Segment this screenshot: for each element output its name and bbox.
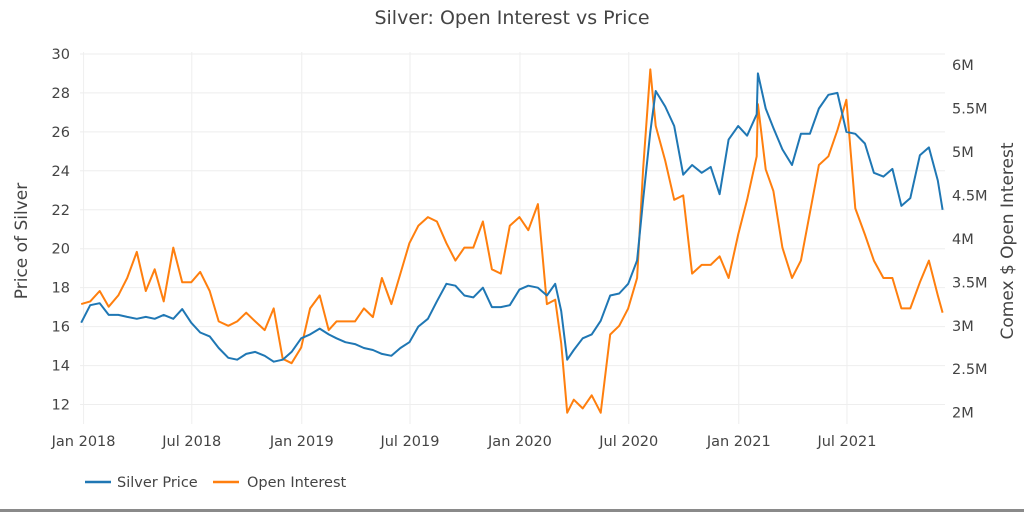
y2-tick-label: 6M (952, 58, 974, 74)
legend[interactable]: Silver Price Open Interest (85, 475, 347, 491)
y-gridlines (80, 53, 945, 406)
x-axis: Jan 2018 Jul 2018 Jan 2019 Jul 2019 Jan 2020… (51, 434, 877, 450)
series-line (80, 68, 944, 414)
plot-area (80, 68, 944, 414)
y-tick-label: 20 (52, 242, 70, 258)
y-tick-label: 24 (52, 164, 70, 180)
y2-tick-label: 2.5M (952, 362, 988, 378)
y2-tick-label: 5M (952, 145, 974, 161)
y-tick-label: 14 (52, 359, 70, 375)
x-tick-label: Jan 2020 (487, 434, 552, 450)
legend-label-silver-price[interactable]: Silver Price (117, 475, 198, 491)
y-tick-label: 30 (52, 47, 70, 63)
y2-tick-label: 2M (952, 406, 974, 422)
x-tick-label: Jul 2021 (816, 434, 876, 450)
x-tick-label: Jul 2020 (598, 434, 658, 450)
y2-tick-label: 5.5M (952, 101, 988, 117)
y2-axis-title: Comex $ Open Interest (998, 142, 1018, 339)
x-tick-label: Jul 2019 (379, 434, 439, 450)
x-tick-label: Jan 2018 (51, 434, 116, 450)
x-tick-label: Jul 2018 (161, 434, 221, 450)
y-tick-label: 18 (52, 281, 70, 297)
y2-tick-label: 3.5M (952, 275, 988, 291)
y-tick-label: 26 (52, 125, 70, 141)
y2-tick-label: 4M (952, 232, 974, 248)
bottom-divider (0, 509, 1024, 512)
y-tick-label: 28 (52, 86, 70, 102)
y-tick-label: 22 (52, 203, 70, 219)
x-tick-label: Jan 2019 (269, 434, 334, 450)
x-gridlines (83, 52, 848, 424)
y2-tick-label: 4.5M (952, 188, 988, 204)
y-axis-right: 2M 2.5M 3M 3.5M 4M 4.5M 5M 5.5M 6M (952, 58, 988, 422)
x-tick-label: Jan 2021 (706, 434, 771, 450)
y-axis-left: 12 14 16 18 20 22 24 26 28 30 (52, 47, 70, 414)
legend-label-open-interest[interactable]: Open Interest (247, 475, 347, 491)
chart-title: Silver: Open Interest vs Price (374, 7, 649, 29)
y-tick-label: 16 (52, 320, 70, 336)
series-open-interest (80, 68, 944, 414)
series-silver-price (80, 72, 944, 363)
series-line (80, 72, 944, 363)
y-axis-title: Price of Silver (12, 183, 32, 299)
y2-tick-label: 3M (952, 319, 974, 335)
y-tick-label: 12 (52, 398, 70, 414)
